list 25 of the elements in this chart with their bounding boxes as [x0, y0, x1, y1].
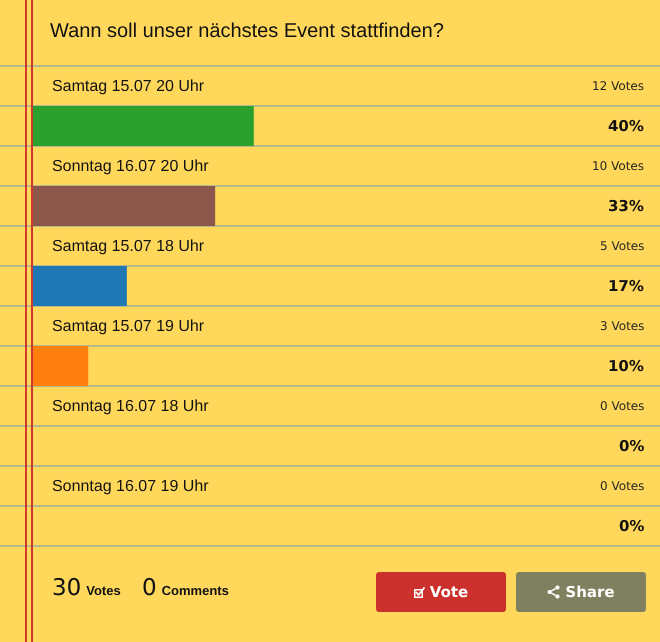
text: Comments — [162, 583, 229, 598]
y-tick-label: Sonntag 16.07 19 Uhr — [52, 478, 210, 495]
data-label: 0% — [619, 517, 644, 535]
data-label: 10% — [608, 357, 644, 375]
y-tick-label: Samtag 15.07 19 Uhr — [52, 318, 205, 335]
text: 30 — [52, 575, 82, 601]
text: 0 Votes — [600, 399, 644, 413]
data-label: 40% — [608, 117, 644, 135]
chart-title: Wann soll unser nächstes Event stattfinden? — [50, 20, 444, 42]
text: 0 Votes — [600, 479, 644, 493]
y-tick-label: Sonntag 16.07 20 Uhr — [52, 158, 210, 175]
y-tick-label: Samtag 15.07 18 Uhr — [52, 238, 205, 255]
vote-button: Vote — [376, 572, 506, 612]
text: 10 Votes — [592, 159, 644, 173]
y-tick-label: Sonntag 16.07 18 Uhr — [52, 398, 210, 415]
text: 12 Votes — [592, 79, 644, 93]
share-button: Share — [516, 572, 646, 612]
data-label: 33% — [608, 197, 644, 215]
text: Votes — [86, 583, 121, 598]
data-label: 17% — [608, 277, 644, 295]
text: 3 Votes — [600, 319, 644, 333]
y-tick-label: Samtag 15.07 20 Uhr — [52, 78, 205, 95]
data-label: 0% — [619, 437, 644, 455]
text: 5 Votes — [600, 239, 644, 253]
text: 0 — [142, 575, 157, 601]
